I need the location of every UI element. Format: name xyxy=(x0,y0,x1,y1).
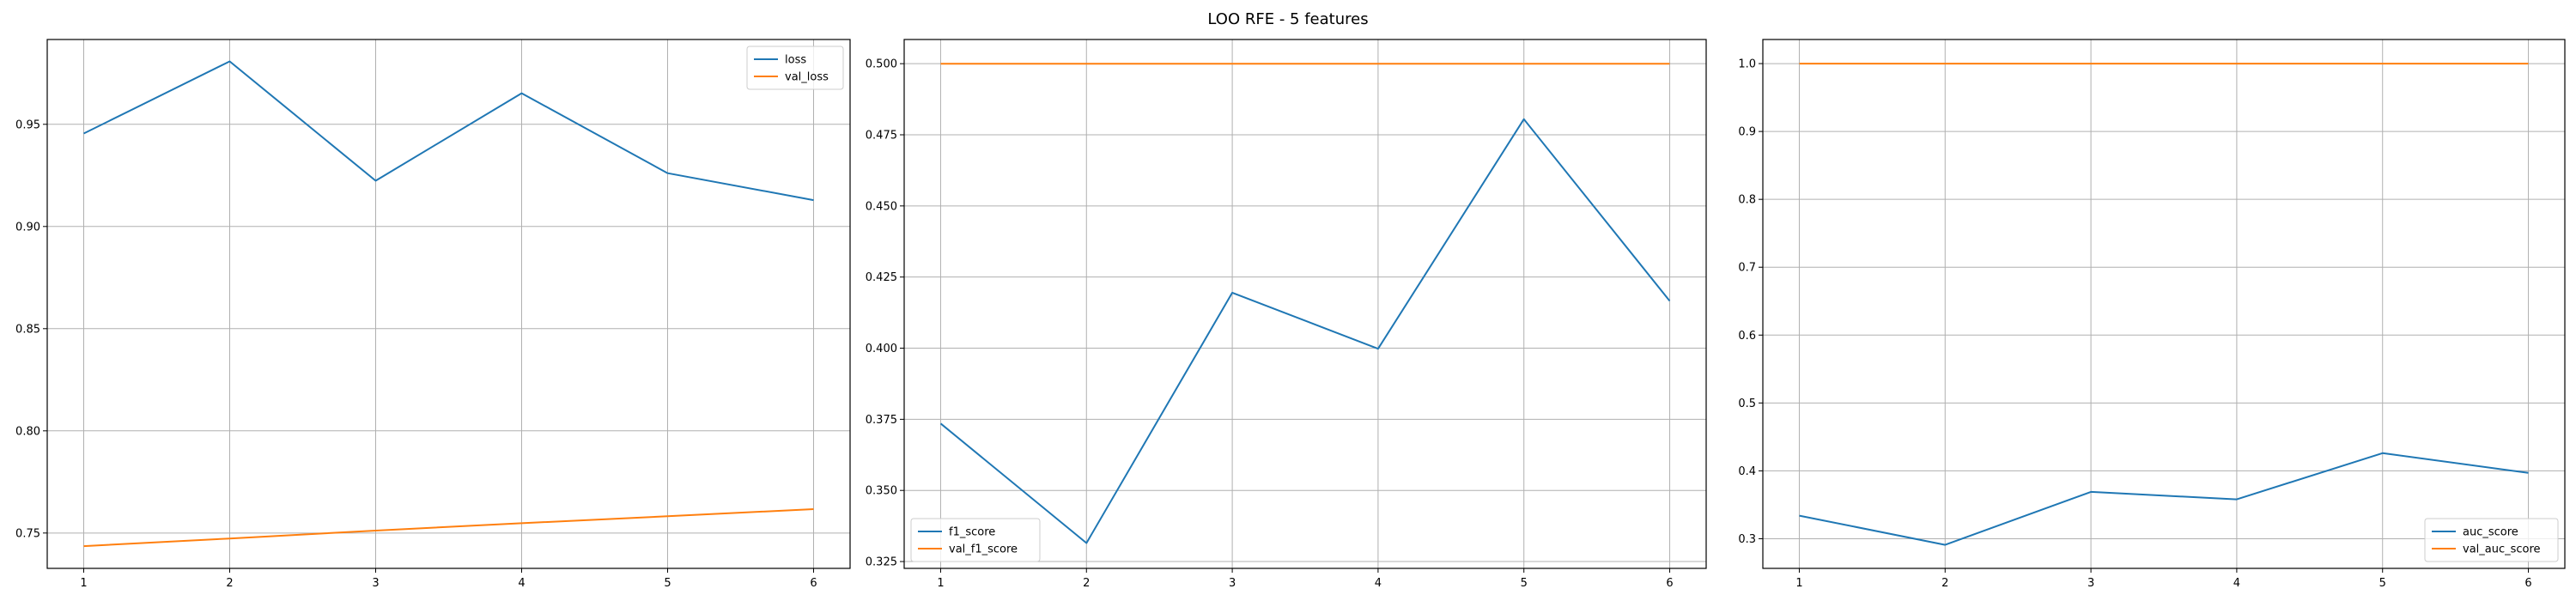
x-tick-label: 3 xyxy=(372,577,379,590)
legend-label: val_f1_score xyxy=(949,543,1018,556)
legend-label: val_loss xyxy=(785,71,829,84)
y-tick-label: 0.8 xyxy=(1738,194,1756,207)
x-tick-label: 2 xyxy=(226,577,233,590)
y-tick-label: 0.9 xyxy=(1738,126,1756,139)
y-tick-label: 1.0 xyxy=(1738,58,1756,71)
figure-title: LOO RFE - 5 features xyxy=(1207,10,1368,28)
y-tick-label: 0.75 xyxy=(15,527,40,540)
series-line-f1-score xyxy=(939,118,1671,544)
axes-frame xyxy=(903,39,1707,569)
x-tick-label: 6 xyxy=(2524,577,2531,590)
x-tick-label: 6 xyxy=(1666,577,1673,590)
legend-frame xyxy=(910,518,1041,562)
y-tick-label: 0.500 xyxy=(866,58,897,71)
legend-label: val_auc_score xyxy=(2463,543,2541,556)
legend-label: auc_score xyxy=(2463,526,2518,539)
x-tick-label: 5 xyxy=(2379,577,2386,590)
legend-frame xyxy=(2424,518,2559,562)
y-tick-label: 0.475 xyxy=(866,130,897,143)
y-tick-label: 0.80 xyxy=(15,425,40,438)
auc-score-chart: 1 2 3 4 5 6 0.3 0.4 0.5 0.6 0.7 0.8 0.9 1.0 auc_scorev… xyxy=(1738,39,2566,590)
y-tick-label: 0.450 xyxy=(866,200,897,213)
axes-frame xyxy=(1762,39,2566,569)
y-tick-label: 0.325 xyxy=(866,556,897,569)
x-tick-label: 5 xyxy=(1521,577,1528,590)
x-tick-label: 3 xyxy=(1229,577,1236,590)
y-tick-label: 0.375 xyxy=(866,414,897,427)
legend-label: loss xyxy=(785,54,806,67)
x-tick-label: 4 xyxy=(2233,577,2240,590)
legend-frame xyxy=(746,46,844,90)
x-tick-label: 1 xyxy=(80,577,87,590)
x-tick-label: 4 xyxy=(1375,577,1382,590)
f1-score-chart: 1 2 3 4 5 6 0.325 0.350 0.375 0.400 0.425 0.450 0.47… xyxy=(866,39,1707,590)
axes-frame xyxy=(46,39,851,569)
legend: auc_score val_auc_score xyxy=(2424,518,2559,562)
series-line-auc-score xyxy=(1799,452,2529,546)
x-tick-label: 4 xyxy=(518,577,525,590)
y-tick-label: 0.95 xyxy=(15,118,40,131)
y-tick-label: 0.4 xyxy=(1738,465,1756,478)
series-line-loss xyxy=(83,60,814,202)
y-tick-label: 0.85 xyxy=(15,323,40,336)
y-tick-label: 0.425 xyxy=(866,271,897,284)
legend: f1_score val_f1_score xyxy=(910,518,1041,562)
y-tick-label: 0.7 xyxy=(1738,262,1756,275)
y-tick-label: 0.5 xyxy=(1738,398,1756,410)
legend-label: f1_score xyxy=(949,526,995,539)
y-tick-label: 0.350 xyxy=(866,485,897,498)
loss-chart: 1 2 3 4 5 6 0.75 0.80 0.85 0.90 0.95 loss val_loss xyxy=(15,39,851,590)
y-tick-label: 0.400 xyxy=(866,343,897,355)
series-line-val-loss xyxy=(83,508,814,548)
x-tick-label: 6 xyxy=(810,577,817,590)
x-tick-label: 2 xyxy=(1083,577,1090,590)
x-tick-label: 5 xyxy=(664,577,671,590)
x-tick-label: 3 xyxy=(2087,577,2094,590)
x-tick-label: 1 xyxy=(1795,577,1802,590)
legend: loss val_loss xyxy=(746,46,844,90)
y-tick-label: 0.90 xyxy=(15,221,40,234)
y-tick-label: 0.3 xyxy=(1738,533,1756,546)
y-tick-label: 0.6 xyxy=(1738,330,1756,343)
x-tick-label: 2 xyxy=(1941,577,1948,590)
x-tick-label: 1 xyxy=(937,577,944,590)
